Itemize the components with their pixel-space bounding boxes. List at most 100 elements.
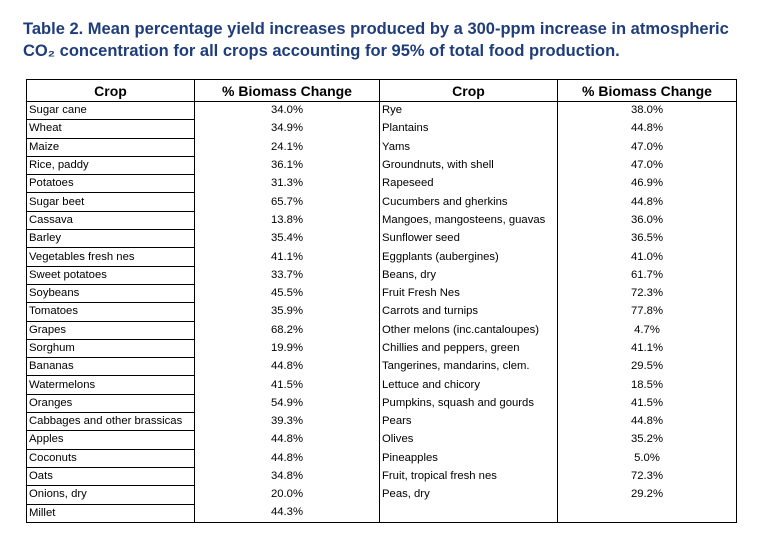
biomass-right-cell: 5.0% bbox=[557, 449, 737, 468]
crop-left-cell: Vegetables fresh nes bbox=[26, 247, 195, 267]
biomass-right-cell bbox=[557, 504, 737, 523]
table-row: Barley 35.4% Sunflower seed 36.5% bbox=[26, 229, 737, 249]
crop-right-cell: Fruit Fresh Nes bbox=[379, 284, 558, 303]
crop-right-cell: Carrots and turnips bbox=[379, 302, 558, 322]
crop-left-cell: Rice, paddy bbox=[26, 155, 195, 176]
biomass-right-cell: 29.5% bbox=[557, 357, 737, 376]
table-row: Bananas 44.8% Tangerines, mandarins, clem.… bbox=[26, 357, 737, 377]
crop-right-cell: Mangoes, mangosteens, guavas bbox=[379, 211, 558, 230]
crop-left-cell: Grapes bbox=[26, 320, 195, 340]
biomass-left-cell: 20.0% bbox=[194, 485, 380, 505]
crop-left-cell: Cabbages and other brassicas bbox=[26, 412, 195, 432]
biomass-left-cell: 54.9% bbox=[194, 394, 380, 413]
table-row: Potatoes 31.3% Rapeseed 46.9% bbox=[26, 174, 737, 194]
crop-right-cell: Olives bbox=[379, 430, 558, 450]
crop-left-cell: Sorghum bbox=[26, 338, 195, 359]
biomass-right-cell: 61.7% bbox=[557, 266, 737, 285]
crop-left-cell: Coconuts bbox=[26, 448, 195, 468]
crop-right-cell: Pears bbox=[379, 412, 558, 431]
biomass-right-cell: 44.8% bbox=[557, 192, 737, 212]
table-row: Maize 24.1% Yams 47.0% bbox=[26, 137, 737, 157]
crop-left-cell: Tomatoes bbox=[26, 302, 195, 322]
biomass-left-cell: 34.8% bbox=[194, 467, 380, 486]
biomass-right-cell: 44.8% bbox=[557, 412, 737, 431]
crop-right-cell: Beans, dry bbox=[379, 266, 558, 285]
biomass-right-cell: 41.5% bbox=[557, 394, 737, 413]
header-crop-left: Crop bbox=[26, 79, 195, 102]
biomass-left-cell: 35.9% bbox=[194, 302, 380, 322]
table-row: Onions, dry 20.0% Peas, dry 29.2% bbox=[26, 485, 737, 505]
crop-right-cell: Cucumbers and gherkins bbox=[379, 192, 558, 212]
biomass-right-cell: 72.3% bbox=[557, 467, 737, 486]
crop-right-cell: Rapeseed bbox=[379, 174, 558, 193]
biomass-right-cell: 36.0% bbox=[557, 211, 737, 230]
table-row: Grapes 68.2% Other melons (inc.cantaloupes… bbox=[26, 320, 737, 340]
table-body: Sugar cane 34.0% Rye 38.0% Wheat 34.9% Plantai… bbox=[26, 100, 737, 523]
biomass-left-cell: 35.4% bbox=[194, 229, 380, 248]
biomass-left-cell: 31.3% bbox=[194, 174, 380, 193]
biomass-right-cell: 46.9% bbox=[557, 174, 737, 193]
biomass-change-table: Crop % Biomass Change Crop % Biomass Cha… bbox=[26, 79, 737, 523]
table-header-row: Crop % Biomass Change Crop % Biomass Cha… bbox=[26, 79, 737, 102]
biomass-left-cell: 13.8% bbox=[194, 211, 380, 230]
biomass-right-cell: 47.0% bbox=[557, 156, 737, 175]
table-row: Sugar beet 65.7% Cucumbers and gherkins 44.… bbox=[26, 192, 737, 212]
crop-right-cell: Plantains bbox=[379, 119, 558, 139]
biomass-left-cell: 44.8% bbox=[194, 449, 380, 468]
table-row: Apples 44.8% Olives 35.2% bbox=[26, 430, 737, 450]
biomass-left-cell: 39.3% bbox=[194, 412, 380, 431]
biomass-left-cell: 44.8% bbox=[194, 357, 380, 376]
crop-left-cell: Barley bbox=[26, 229, 195, 249]
biomass-left-cell: 44.3% bbox=[194, 504, 380, 523]
crop-right-cell: Lettuce and chicory bbox=[379, 375, 558, 395]
table-row: Sugar cane 34.0% Rye 38.0% bbox=[26, 100, 737, 121]
header-biomass-left: % Biomass Change bbox=[194, 79, 380, 102]
crop-right-cell: Pumpkins, squash and gourds bbox=[379, 394, 558, 413]
crop-left-cell: Sugar cane bbox=[26, 100, 195, 121]
biomass-right-cell: 72.3% bbox=[557, 284, 737, 303]
crop-left-cell: Watermelons bbox=[26, 375, 195, 395]
crop-left-cell: Sweet potatoes bbox=[26, 265, 195, 285]
table-row: Sweet potatoes 33.7% Beans, dry 61.7% bbox=[26, 265, 737, 285]
biomass-left-cell: 24.1% bbox=[194, 138, 380, 157]
table-row: Rice, paddy 36.1% Groundnuts, with shell 47… bbox=[26, 155, 737, 176]
biomass-left-cell: 34.0% bbox=[194, 101, 380, 120]
crop-left-cell: Oranges bbox=[26, 393, 195, 414]
table-row: Cassava 13.8% Mangoes, mangosteens, guavas… bbox=[26, 210, 737, 231]
crop-left-cell: Wheat bbox=[26, 119, 195, 139]
biomass-left-cell: 44.8% bbox=[194, 430, 380, 450]
biomass-left-cell: 41.5% bbox=[194, 375, 380, 395]
crop-left-cell: Cassava bbox=[26, 210, 195, 231]
biomass-right-cell: 38.0% bbox=[557, 101, 737, 120]
biomass-right-cell: 47.0% bbox=[557, 138, 737, 157]
table-row: Cabbages and other brassicas 39.3% Pears 44… bbox=[26, 412, 737, 432]
crop-right-cell bbox=[379, 504, 558, 523]
table-row: Wheat 34.9% Plantains 44.8% bbox=[26, 119, 737, 139]
crop-left-cell: Millet bbox=[26, 503, 195, 523]
biomass-right-cell: 36.5% bbox=[557, 229, 737, 248]
crop-left-cell: Maize bbox=[26, 137, 195, 157]
biomass-right-cell: 41.0% bbox=[557, 247, 737, 267]
table-row: Millet 44.3% bbox=[26, 503, 737, 523]
crop-left-cell: Apples bbox=[26, 430, 195, 450]
biomass-right-cell: 41.1% bbox=[557, 339, 737, 358]
biomass-right-cell: 35.2% bbox=[557, 430, 737, 450]
header-biomass-right: % Biomass Change bbox=[557, 79, 737, 102]
crop-right-cell: Rye bbox=[379, 101, 558, 120]
crop-right-cell: Peas, dry bbox=[379, 485, 558, 505]
biomass-left-cell: 65.7% bbox=[194, 192, 380, 212]
table-row: Vegetables fresh nes 41.1% Eggplants (aube… bbox=[26, 247, 737, 267]
biomass-left-cell: 45.5% bbox=[194, 284, 380, 303]
crop-right-cell: Eggplants (aubergines) bbox=[379, 247, 558, 267]
table-caption-line-2: CO₂ concentration for all crops accounti… bbox=[23, 42, 620, 60]
crop-right-cell: Sunflower seed bbox=[379, 229, 558, 248]
biomass-right-cell: 18.5% bbox=[557, 375, 737, 395]
table-row: Oats 34.8% Fruit, tropical fresh nes 72.3% bbox=[26, 466, 737, 487]
crop-left-cell: Oats bbox=[26, 466, 195, 487]
biomass-right-cell: 77.8% bbox=[557, 302, 737, 322]
crop-right-cell: Pineapples bbox=[379, 449, 558, 468]
biomass-left-cell: 33.7% bbox=[194, 266, 380, 285]
table-row: Watermelons 41.5% Lettuce and chicory 18.5% bbox=[26, 375, 737, 395]
table-row: Coconuts 44.8% Pineapples 5.0% bbox=[26, 448, 737, 468]
crop-right-cell: Tangerines, mandarins, clem. bbox=[379, 357, 558, 376]
